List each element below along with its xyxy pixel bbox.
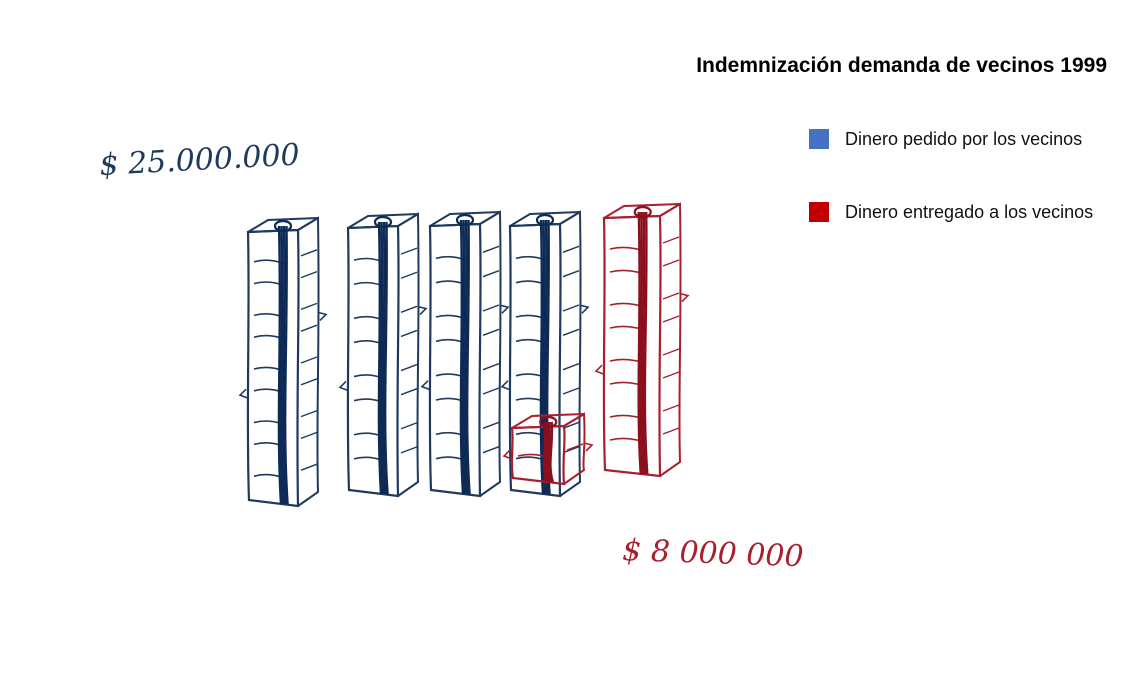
stack-requested-4: [500, 210, 590, 498]
legend-item-delivered: Dinero entregado a los vecinos: [809, 199, 1093, 225]
chart-title: Indemnización demanda de vecinos 1999: [696, 54, 1107, 77]
legend-label-delivered: Dinero entregado a los vecinos: [845, 201, 1094, 222]
legend-label-requested: Dinero pedido por los vecinos: [845, 128, 1083, 149]
stack-delivered-1: [594, 202, 690, 478]
stack-requested-3: [420, 210, 510, 498]
legend-item-requested: Dinero pedido por los vecinos: [809, 126, 1093, 152]
legend-swatch-delivered: [809, 202, 829, 222]
stack-requested-1: [238, 216, 328, 508]
stack-requested-2: [338, 212, 428, 498]
stacks-group: [238, 202, 690, 508]
legend-swatch-requested: [809, 129, 829, 149]
data-label-requested: $ 25.000.000: [99, 138, 301, 183]
legend: Dinero pedido por los vecinos Dinero ent…: [809, 126, 1093, 272]
stack-delivered-partial: [502, 412, 594, 486]
data-label-delivered: $ 8 000 000: [622, 533, 804, 574]
